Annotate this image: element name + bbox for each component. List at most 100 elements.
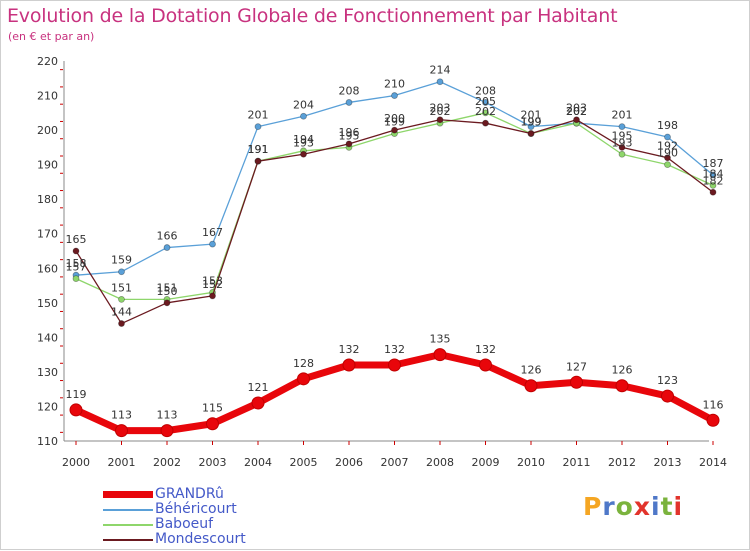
series-point	[436, 78, 444, 86]
x-tick-label: 2000	[62, 456, 90, 469]
series-point	[115, 424, 128, 438]
data-label: 205	[475, 95, 496, 108]
data-label: 150	[157, 285, 178, 298]
x-tick-label: 2009	[472, 456, 500, 469]
logo-letter: t	[660, 492, 674, 521]
series-point	[118, 268, 125, 276]
x-tick-label: 2006	[335, 456, 363, 469]
data-label: 202	[566, 105, 587, 118]
series-point	[482, 99, 489, 106]
x-tick-label: 2001	[108, 456, 136, 469]
logo-letter: i	[673, 492, 684, 521]
proxiti-logo: Proxiti	[583, 492, 683, 521]
y-tick-label: 200	[37, 124, 58, 137]
x-tick-label: 2004	[244, 456, 272, 469]
data-label: 123	[657, 374, 678, 387]
data-label: 202	[475, 105, 496, 118]
series-point	[72, 275, 80, 283]
legend-swatch-baboeuf	[103, 524, 153, 526]
x-tick-label: 2005	[290, 456, 318, 469]
data-label: 113	[111, 409, 132, 422]
series-point	[706, 413, 720, 427]
x-tick-label: 2011	[563, 456, 591, 469]
data-label: 121	[248, 381, 269, 394]
data-label: 132	[475, 343, 496, 356]
series-point	[163, 299, 171, 307]
series-point	[709, 171, 717, 179]
y-tick-label: 210	[37, 90, 58, 103]
data-label: 193	[293, 136, 314, 149]
data-label: 157	[66, 261, 87, 274]
data-label: 190	[657, 147, 678, 160]
logo-letter: o	[615, 492, 634, 521]
data-label: 208	[339, 84, 360, 97]
x-tick-label: 2002	[153, 456, 181, 469]
series-point	[479, 358, 492, 372]
data-label: 199	[521, 116, 542, 129]
data-label: 204	[293, 98, 314, 111]
data-label: 202	[430, 105, 451, 118]
series-point	[206, 417, 219, 431]
series-point	[664, 133, 671, 141]
logo-letter: r	[602, 492, 616, 521]
data-label: 191	[248, 143, 269, 156]
data-label: 199	[521, 116, 542, 129]
series-point	[482, 109, 489, 117]
data-label: 159	[111, 254, 132, 267]
data-label: 200	[384, 112, 405, 125]
data-label: 151	[111, 281, 132, 294]
series-point	[482, 119, 489, 127]
series-point	[209, 240, 216, 248]
series-point	[709, 188, 717, 196]
series-point	[69, 403, 83, 417]
chart-title: Evolution de la Dotation Globale de Fonc…	[7, 5, 618, 27]
data-label: 127	[566, 360, 587, 373]
data-label: 165	[66, 233, 87, 246]
data-label: 151	[157, 281, 178, 294]
data-label: 128	[293, 357, 314, 370]
series-point	[436, 116, 444, 124]
series-point	[615, 379, 629, 393]
data-label: 214	[430, 64, 451, 77]
series-point	[573, 116, 580, 124]
x-tick-label: 2003	[199, 456, 227, 469]
series-point	[345, 99, 353, 106]
data-label: 126	[521, 364, 542, 377]
series-point	[391, 92, 398, 99]
series-point	[163, 244, 171, 251]
series-point	[388, 358, 401, 372]
data-label: 115	[202, 402, 223, 415]
y-tick-label: 190	[37, 159, 58, 172]
x-tick-label: 2013	[654, 456, 682, 469]
logo-letter: P	[583, 492, 603, 521]
data-label: 167	[202, 226, 223, 239]
x-tick-label: 2012	[608, 456, 636, 469]
y-tick-label: 170	[37, 228, 58, 241]
data-label: 191	[248, 143, 269, 156]
series-point	[297, 372, 310, 386]
legend-label-mondescourt: Mondescourt	[155, 531, 246, 547]
data-label: 208	[475, 84, 496, 97]
series-point	[345, 140, 353, 148]
series-point	[254, 157, 262, 165]
data-label: 198	[657, 119, 678, 132]
series-point	[391, 126, 398, 134]
data-label: 153	[202, 274, 223, 287]
series-point	[618, 150, 626, 158]
data-label: 194	[293, 133, 314, 146]
data-label: 201	[248, 109, 269, 122]
y-tick-label: 220	[37, 55, 58, 68]
data-label: 116	[703, 398, 724, 411]
chart-subtitle: (en € et par an)	[8, 30, 95, 43]
legend-label-baboeuf: Baboeuf	[155, 516, 214, 532]
series-point	[254, 123, 262, 131]
series-point	[527, 130, 535, 137]
data-label: 132	[384, 343, 405, 356]
series-point	[433, 348, 447, 362]
data-label: 158	[66, 257, 87, 270]
legend-label-behericourt: Béhéricourt	[155, 501, 237, 517]
legend-swatch-grandru	[103, 491, 153, 498]
data-label: 202	[566, 105, 587, 118]
